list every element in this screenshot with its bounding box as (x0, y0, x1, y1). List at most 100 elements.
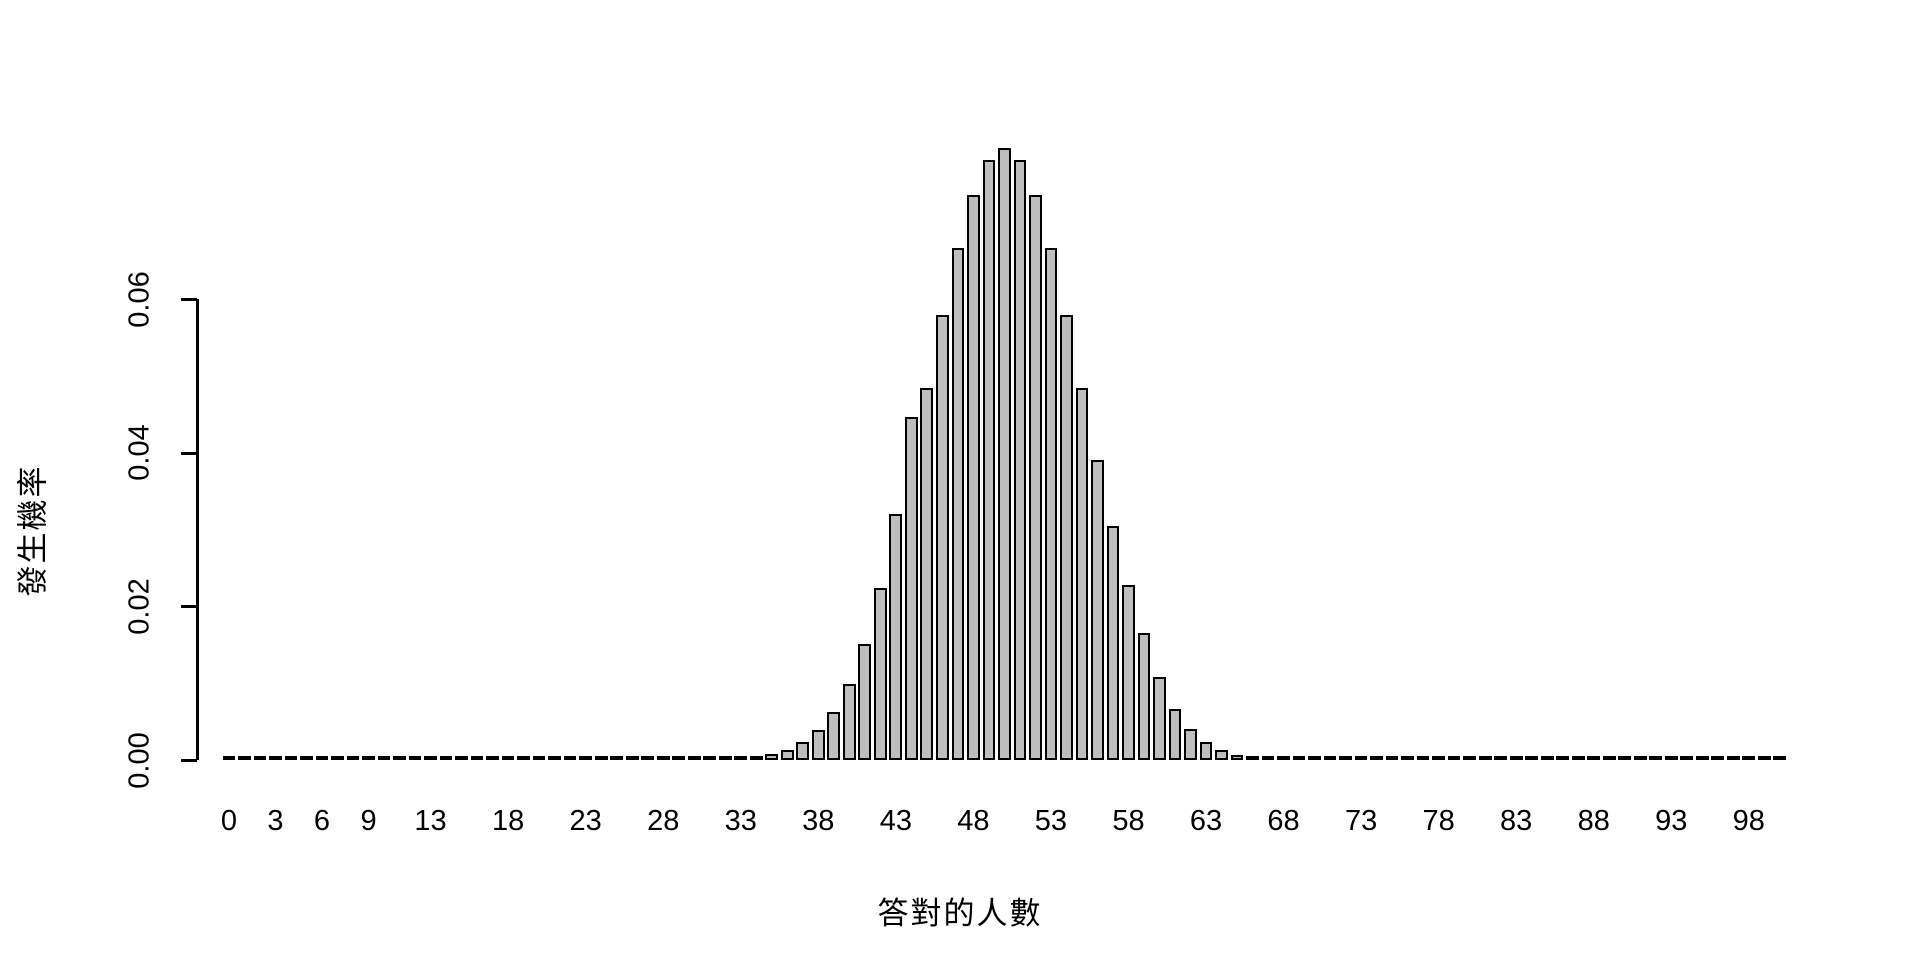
bar (920, 387, 934, 760)
bar (455, 756, 468, 760)
bar (625, 756, 639, 760)
bar (1463, 756, 1476, 760)
bar (936, 314, 949, 760)
bar (1385, 756, 1399, 760)
bar (1680, 756, 1694, 760)
bar (501, 756, 515, 760)
bar (1277, 756, 1290, 760)
bar (687, 756, 701, 760)
bar (672, 756, 686, 760)
bar (749, 756, 763, 760)
bar (1339, 756, 1352, 760)
bar (1060, 314, 1073, 760)
bar (1664, 756, 1678, 760)
x-axis-tick-label: 83 (1500, 805, 1533, 837)
bar (253, 756, 267, 760)
bar (1029, 195, 1042, 760)
y-axis-tick (181, 451, 197, 455)
bar (1370, 756, 1383, 760)
bar (796, 742, 810, 760)
bar (377, 756, 391, 760)
x-axis-tick-label: 78 (1422, 805, 1455, 837)
x-axis-tick-label: 68 (1267, 805, 1300, 837)
bar (703, 756, 717, 760)
bar (1649, 756, 1663, 760)
bar (284, 756, 298, 760)
bar (1308, 756, 1321, 760)
bar (331, 756, 344, 760)
bar (641, 756, 655, 760)
x-axis-tick-label: 43 (879, 805, 912, 837)
bar (1695, 756, 1709, 760)
bar (1571, 756, 1585, 760)
bar (393, 756, 406, 760)
bar (424, 756, 437, 760)
bar (1494, 756, 1508, 760)
bar (1184, 729, 1197, 760)
bar (873, 588, 887, 760)
y-axis-tick (181, 298, 197, 301)
bar (1757, 756, 1771, 760)
bar (1509, 756, 1523, 760)
bar (517, 756, 530, 760)
bar (222, 756, 236, 760)
bar (1323, 756, 1337, 760)
bar (563, 756, 577, 760)
bar (1478, 756, 1492, 760)
bar (842, 684, 856, 760)
bar (718, 756, 732, 760)
bar (1618, 756, 1632, 760)
bar (1122, 584, 1135, 760)
bar (486, 756, 499, 760)
x-axis-tick-label: 9 (360, 805, 377, 837)
bar (1246, 756, 1259, 760)
bar (1137, 633, 1151, 760)
bar (1215, 750, 1228, 760)
y-axis-tick (181, 605, 197, 609)
bar (1153, 676, 1166, 760)
bar (1292, 756, 1306, 760)
bar (811, 730, 825, 760)
bar (1013, 160, 1027, 760)
bar (1711, 756, 1725, 760)
bar (1726, 756, 1740, 760)
bar (1168, 708, 1182, 760)
bar (827, 711, 841, 760)
bar (1587, 756, 1601, 760)
bar (982, 160, 996, 760)
bar (780, 749, 794, 760)
bar (1230, 754, 1244, 760)
bar (1416, 756, 1430, 760)
x-axis-tick-label: 23 (569, 805, 602, 837)
y-axis: 0.00 0.02 0.04 0.06 發生機率 (0, 0, 230, 960)
y-axis-title: 發生機率 (15, 464, 51, 596)
bar (951, 248, 965, 760)
x-axis-tick-label: 3 (267, 805, 284, 837)
bar (1075, 387, 1089, 760)
bar (1556, 756, 1570, 760)
bar (1447, 756, 1461, 760)
bar (548, 756, 561, 760)
bar (1540, 756, 1554, 760)
bar (315, 756, 329, 760)
bar (346, 756, 360, 760)
x-axis-tick-label: 53 (1034, 805, 1068, 837)
bar (889, 513, 903, 760)
x-axis-tick-label: 98 (1732, 805, 1765, 837)
x-axis-tick-labels: 0 3 6 9 13 18 23 28 33 38 43 48 53 58 63 68 73 78 83 88 93 98 (215, 805, 1800, 845)
bar (656, 756, 670, 760)
bar (967, 195, 980, 760)
bar (1525, 756, 1539, 760)
x-axis-tick-label: 28 (647, 805, 680, 837)
plot-area (215, 60, 1800, 760)
x-axis-tick-label: 18 (491, 805, 525, 837)
x-axis-tick-label: 93 (1655, 805, 1688, 837)
bar (439, 756, 453, 760)
bar (610, 756, 624, 760)
bar (1261, 756, 1275, 760)
bar (1044, 248, 1058, 760)
bar (1091, 459, 1104, 760)
x-axis-tick-label: 0 (220, 805, 238, 837)
y-axis-tick-label: 0.04 (123, 424, 156, 481)
